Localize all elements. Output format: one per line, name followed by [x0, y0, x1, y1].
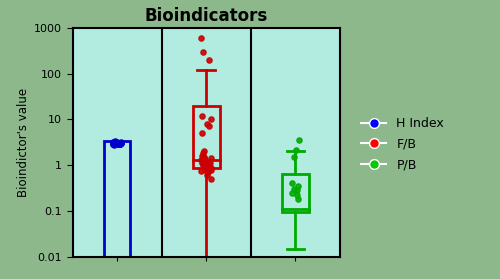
Point — [198, 114, 206, 118]
Point — [113, 141, 121, 145]
Point — [198, 154, 206, 158]
Point — [293, 188, 301, 193]
Point — [198, 158, 205, 162]
Point — [112, 140, 120, 145]
Point — [110, 141, 118, 145]
Point — [114, 141, 122, 146]
Point — [290, 187, 298, 191]
Point — [117, 141, 125, 146]
Point — [110, 143, 118, 147]
Point — [200, 164, 208, 169]
Point — [288, 191, 296, 195]
Point — [206, 124, 214, 129]
Point — [204, 170, 212, 174]
Point — [206, 167, 214, 172]
Point — [117, 141, 125, 145]
Point — [112, 141, 120, 146]
Point — [110, 140, 118, 145]
Point — [200, 149, 208, 154]
Point — [110, 140, 118, 144]
Point — [114, 140, 122, 145]
Point — [110, 141, 118, 146]
Point — [294, 184, 302, 188]
Point — [294, 193, 302, 198]
Point — [112, 139, 120, 144]
Point — [206, 161, 214, 165]
Point — [116, 141, 124, 145]
Point — [292, 147, 300, 152]
Point — [112, 140, 120, 145]
Point — [114, 140, 122, 145]
Point — [109, 140, 117, 145]
Point — [112, 141, 120, 146]
Point — [200, 155, 207, 159]
Point — [207, 156, 215, 161]
Title: Bioindicators: Bioindicators — [144, 7, 268, 25]
Point — [208, 177, 216, 181]
Point — [115, 142, 123, 146]
Point — [202, 165, 210, 170]
Point — [205, 58, 213, 62]
Point — [206, 165, 214, 170]
Point — [199, 50, 207, 54]
Point — [117, 140, 125, 144]
Point — [200, 159, 208, 164]
Point — [114, 141, 122, 146]
Point — [198, 131, 205, 135]
Point — [116, 142, 124, 146]
Point — [110, 140, 118, 145]
Point — [110, 142, 118, 146]
Point — [202, 122, 210, 126]
Point — [200, 156, 208, 161]
Legend: H Index, F/B, P/B: H Index, F/B, P/B — [356, 112, 449, 176]
Point — [114, 141, 122, 146]
Point — [198, 161, 206, 165]
Point — [112, 140, 120, 145]
Point — [110, 142, 118, 146]
Point — [110, 140, 118, 144]
Point — [116, 142, 124, 146]
Point — [112, 140, 120, 145]
Point — [116, 142, 124, 146]
Point — [294, 138, 302, 143]
Point — [112, 140, 120, 144]
Bar — [282, 174, 309, 212]
Point — [199, 151, 207, 156]
Point — [117, 141, 125, 146]
Point — [202, 173, 210, 177]
Point — [199, 163, 207, 167]
Point — [202, 159, 210, 164]
Point — [198, 169, 205, 173]
Point — [112, 140, 120, 145]
Point — [109, 141, 117, 146]
Point — [294, 197, 302, 201]
Point — [114, 141, 122, 145]
Point — [208, 117, 216, 122]
Point — [204, 161, 212, 165]
Point — [207, 166, 215, 171]
Point — [197, 36, 205, 40]
Point — [200, 167, 208, 172]
Point — [290, 155, 298, 159]
Point — [110, 141, 118, 146]
Bar — [104, 141, 130, 257]
Point — [288, 181, 296, 186]
Point — [114, 141, 122, 146]
Y-axis label: Bioindictor's value: Bioindictor's value — [17, 88, 30, 197]
Point — [115, 142, 123, 146]
Point — [201, 158, 209, 162]
Bar — [193, 106, 220, 169]
Point — [110, 141, 118, 146]
Point — [205, 163, 213, 167]
